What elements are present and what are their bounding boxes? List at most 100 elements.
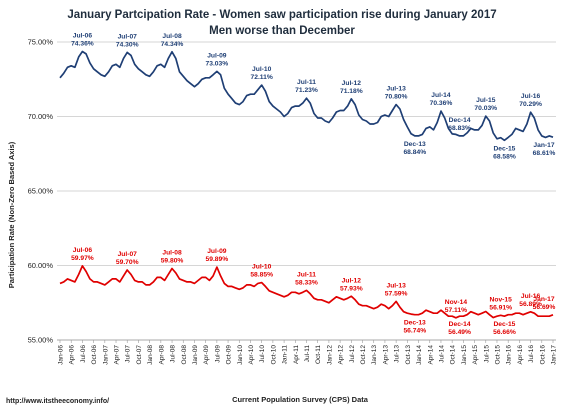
data-label-month: Jul-16 xyxy=(521,93,541,100)
x-tick-label: Jan-07 xyxy=(102,345,109,365)
y-tick-label: 65.00% xyxy=(28,187,54,196)
data-label-value: 74.34% xyxy=(161,41,184,48)
data-label-month: Jul-12 xyxy=(342,277,362,284)
data-label-month: Jan-17 xyxy=(533,142,554,149)
x-tick-label: Jul-08 xyxy=(170,345,177,363)
x-tick-label: Oct-09 xyxy=(226,345,233,365)
x-tick-label: Apr-16 xyxy=(517,345,524,365)
x-tick-label: Jul-15 xyxy=(483,345,490,363)
data-label-month: Dec-14 xyxy=(449,117,471,124)
y-tick-label: 60.00% xyxy=(28,261,54,270)
data-label-value: 59.70% xyxy=(116,259,139,266)
data-label-month: Nov-15 xyxy=(490,296,513,303)
data-label-value: 59.80% xyxy=(161,257,184,264)
data-label-value: 57.93% xyxy=(340,285,363,292)
data-label-value: 59.89% xyxy=(206,256,229,263)
x-tick-label: Jan-13 xyxy=(371,345,378,365)
x-axis-ticks: Jan-06 Apr-06 Jul-06 Oct-06 Jan-07 Apr-07 Jul-… xyxy=(58,340,558,365)
women-participation-line xyxy=(59,265,554,319)
data-label-month: Nov-14 xyxy=(445,299,468,306)
x-tick-label: Jan-06 xyxy=(58,345,65,365)
chart-subtitle: Men worse than December xyxy=(209,25,355,37)
x-tick-label: Jul-12 xyxy=(349,345,356,363)
chart-title: January Partcipation Rate - Women saw pa… xyxy=(67,9,496,21)
data-label-value: 70.80% xyxy=(385,94,408,101)
data-label-value: 73.03% xyxy=(206,60,229,67)
x-tick-label: Jul-07 xyxy=(125,345,132,363)
data-label-value: 70.36% xyxy=(430,100,453,107)
x-tick-label: Apr-06 xyxy=(69,345,76,365)
data-label-month: Jul-15 xyxy=(476,97,496,104)
data-label-month: Jul-07 xyxy=(118,33,138,40)
x-tick-label: Jan-15 xyxy=(461,345,468,365)
data-label-value: 57.59% xyxy=(385,290,408,297)
data-label-value: 56.74% xyxy=(403,328,426,335)
source-url: http://www.itstheeconomy.info/ xyxy=(6,398,109,405)
data-label-month: Jul-07 xyxy=(118,251,138,258)
x-tick-label: Oct-10 xyxy=(270,345,277,365)
x-tick-label: Jul-10 xyxy=(259,345,266,363)
data-label-month: Jul-11 xyxy=(297,79,316,86)
data-label-annotations: Jul-0674.36%Jul-0774.30%Jul-0874.34%Jul-… xyxy=(71,33,555,337)
x-axis-label: Current Population Survey (CPS) Data xyxy=(232,395,369,404)
x-tick-label: Oct-11 xyxy=(315,345,322,364)
x-tick-label: Apr-08 xyxy=(158,345,165,365)
data-label-month: Jul-16 xyxy=(521,293,541,300)
data-label-value: 58.33% xyxy=(295,279,318,286)
data-label-month: Jul-14 xyxy=(431,92,451,99)
x-tick-label: Oct-06 xyxy=(91,345,98,365)
x-tick-label: Apr-12 xyxy=(338,345,345,365)
x-tick-label: Oct-13 xyxy=(405,345,412,365)
data-label-value: 57.11% xyxy=(445,307,467,314)
y-axis-label: Participation Rate (Non-Zero Based Axis) xyxy=(7,141,16,288)
x-tick-label: Apr-11 xyxy=(293,345,300,364)
x-tick-label: Jan-14 xyxy=(416,345,423,365)
data-label-month: Dec-13 xyxy=(404,141,426,148)
data-label-month: Jul-09 xyxy=(207,52,227,59)
x-tick-label: Jan-12 xyxy=(326,345,333,365)
x-tick-label: Apr-07 xyxy=(114,345,121,365)
x-tick-label: Jan-11 xyxy=(282,345,289,365)
data-label-value: 68.61% xyxy=(533,150,556,157)
data-label-value: 74.36% xyxy=(71,41,94,48)
data-label-value: 74.30% xyxy=(116,41,139,48)
series-lines xyxy=(59,50,554,319)
y-tick-label: 75.00% xyxy=(28,38,54,47)
y-tick-label: 70.00% xyxy=(28,112,54,121)
data-label-value: 56.66% xyxy=(493,329,516,336)
data-label-month: Jul-06 xyxy=(73,33,93,40)
x-tick-label: Jul-09 xyxy=(214,345,221,363)
data-label-value: 56.89% xyxy=(519,301,542,308)
data-label-value: 71.18% xyxy=(340,88,363,95)
data-label-value: 70.03% xyxy=(474,105,497,112)
data-label-value: 72.11% xyxy=(251,74,273,81)
data-label-value: 68.58% xyxy=(493,153,516,160)
data-label-month: Jul-13 xyxy=(386,282,406,289)
data-label-value: 56.49% xyxy=(448,329,471,336)
x-tick-label: Jul-13 xyxy=(394,345,401,363)
x-tick-label: Apr-15 xyxy=(472,345,479,365)
data-label-value: 70.29% xyxy=(519,101,542,108)
x-tick-label: Jul-16 xyxy=(528,345,535,363)
data-label-value: 56.69% xyxy=(533,304,556,311)
data-label-month: Jul-13 xyxy=(386,86,406,93)
x-tick-label: Oct-14 xyxy=(450,345,457,365)
data-label-value: 56.91% xyxy=(489,304,512,311)
data-label-value: 68.84% xyxy=(403,149,426,156)
x-tick-label: Apr-14 xyxy=(427,345,434,365)
x-tick-label: Oct-12 xyxy=(360,345,367,365)
data-label-month: Jul-08 xyxy=(162,249,182,256)
x-tick-label: Jan-16 xyxy=(506,345,513,365)
x-tick-label: Oct-07 xyxy=(136,345,143,365)
data-label-month: Dec-15 xyxy=(493,145,515,152)
x-tick-label: Oct-08 xyxy=(181,345,188,365)
data-label-value: 59.97% xyxy=(71,255,94,262)
x-tick-label: Jul-06 xyxy=(80,345,87,363)
x-tick-label: Oct-16 xyxy=(539,345,546,365)
data-label-month: Jul-09 xyxy=(207,248,227,255)
data-label-month: Dec-14 xyxy=(449,321,471,328)
men-participation-line xyxy=(59,50,554,142)
x-tick-label: Jan-09 xyxy=(192,345,199,365)
data-label-month: Jul-10 xyxy=(252,66,272,73)
